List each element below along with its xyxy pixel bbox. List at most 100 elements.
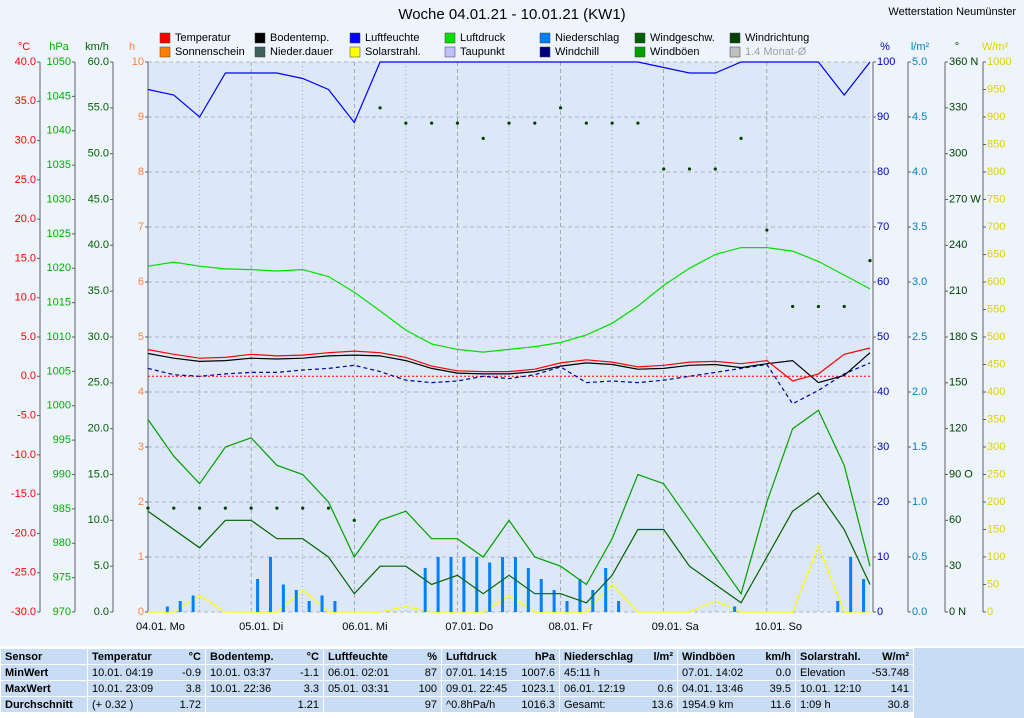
bar	[526, 568, 530, 612]
tick-label: 10.0	[88, 514, 109, 526]
cell-text: 10.01. 04:19	[92, 666, 154, 679]
tick-label: 4.0	[912, 166, 927, 178]
bar	[320, 595, 324, 612]
dot	[430, 121, 434, 125]
cell-text: -1.1	[300, 666, 319, 679]
col-unit: °C	[188, 650, 201, 663]
legend-swatch	[539, 46, 551, 58]
cell: 1.21	[205, 696, 324, 713]
legend-label: Nieder.dauer	[270, 46, 333, 58]
row-label: Durchschnitt	[5, 698, 73, 711]
legend-swatch	[444, 32, 456, 44]
bar	[539, 579, 543, 612]
tick-label: -15.0	[11, 488, 36, 500]
tick-label: 1045	[47, 90, 71, 102]
tick-label: 20	[877, 496, 889, 508]
tick-label: 240	[949, 239, 967, 251]
legend-label: Bodentemp.	[270, 32, 329, 44]
dot	[765, 228, 769, 232]
cell: Luftfeuchte%	[323, 648, 442, 665]
col-name: Bodentemp.	[210, 650, 274, 663]
cell: Bodentemp. °C	[205, 648, 324, 665]
tick-label: 60.0	[88, 56, 109, 68]
tick-label: 250	[987, 468, 1005, 480]
bar	[862, 579, 866, 612]
cell-text: 0.0	[775, 666, 791, 679]
tick-label: 30.0	[15, 134, 36, 146]
dot	[249, 506, 253, 510]
cell-text: 09.01. 22:45	[446, 682, 508, 695]
tick-label: 55.0	[88, 102, 109, 114]
tick-label: 60	[877, 276, 889, 288]
row: Durchschnitt (+ 0.32 ) 1.72 1.21 97 ^0.8hPa/h…	[0, 696, 914, 713]
row: MinWert 10.01. 04:19 -0.9 10.01. 03:37 -1.1 0…	[0, 664, 914, 681]
tick-label: 25.0	[15, 174, 36, 186]
tick-label: 150	[949, 377, 967, 389]
tick-label: 0 N	[949, 606, 966, 618]
cell-text: 04.01. 13:46	[682, 682, 744, 695]
tick-label: 975	[53, 572, 71, 584]
x-tick-label: 09.01. Sa	[652, 621, 700, 633]
dot	[223, 506, 227, 510]
cell-text: 1:09 h	[800, 698, 831, 711]
tick-label: 985	[53, 503, 71, 515]
legend-swatch	[349, 46, 361, 58]
tick-label: -10.0	[11, 449, 36, 461]
cell-text: Elevation	[800, 666, 846, 679]
tick-label: 90 O	[949, 468, 973, 480]
cell-text: 07.01. 14:15	[446, 666, 508, 679]
x-tick-label: 05.01. Di	[239, 621, 283, 633]
legend-label: Taupunkt	[460, 46, 505, 58]
tick-label: 400	[987, 386, 1005, 398]
tick-label: 30	[949, 560, 961, 572]
series-line	[148, 544, 870, 613]
dot	[713, 167, 717, 171]
bar	[604, 568, 608, 612]
dot	[791, 304, 795, 309]
cell: 10.01. 23:09 3.8	[87, 680, 206, 697]
tick-label: 450	[987, 358, 1005, 370]
tick-label: 1035	[47, 159, 71, 171]
tick-label: -30.0	[11, 606, 36, 618]
cell-text: 1.72	[179, 698, 201, 711]
cell: 06.01. 12:19 0.6	[559, 680, 678, 697]
tick-label: 3.0	[912, 276, 927, 288]
tick-label: 800	[987, 166, 1005, 178]
dot	[687, 167, 692, 171]
legend-label: Niederschlag	[555, 32, 619, 44]
tick-label: 300	[949, 148, 967, 160]
tick-label: 1015	[47, 297, 71, 309]
chart-title: Woche 04.01.21 - 10.01.21 (KW1)	[398, 6, 625, 23]
x-tick-label: 06.01. Mi	[342, 621, 387, 633]
tick-label: 1000	[47, 400, 71, 412]
dot	[533, 121, 537, 125]
axis-label: °	[955, 41, 959, 53]
cell: 10.01. 03:37 -1.1	[205, 664, 324, 681]
dot	[739, 136, 743, 140]
tick-label: 60	[949, 514, 961, 526]
tick-label: 210	[949, 285, 967, 297]
cell: 1954.9 km 11.6	[677, 696, 796, 713]
tick-label: 25.0	[88, 377, 109, 389]
tick-label: 650	[987, 248, 1005, 260]
tick-label: 5.0	[21, 331, 36, 343]
tick-label: 300	[987, 441, 1005, 453]
dot	[352, 518, 356, 522]
tick-label: 100	[987, 551, 1005, 563]
cell-text: -0.9	[182, 666, 201, 679]
legend-swatch	[254, 32, 266, 44]
series-line	[147, 491, 871, 604]
dot	[197, 506, 202, 510]
series-line	[147, 409, 871, 596]
bar	[513, 557, 517, 612]
bar	[165, 606, 169, 612]
col-unit: %	[427, 650, 437, 663]
tick-label: 1010	[47, 331, 71, 343]
header-row: Sensor Temperatur °C Bodentemp. °C Luftfeucht…	[0, 648, 914, 665]
cell-text: 45:11 h	[564, 666, 600, 679]
legend-label: Sonnenschein	[175, 46, 245, 58]
tick-label: 750	[987, 193, 1005, 205]
row-label: MinWert	[5, 666, 49, 679]
axis-label: l/m²	[911, 41, 930, 53]
tick-label: 40	[877, 386, 889, 398]
